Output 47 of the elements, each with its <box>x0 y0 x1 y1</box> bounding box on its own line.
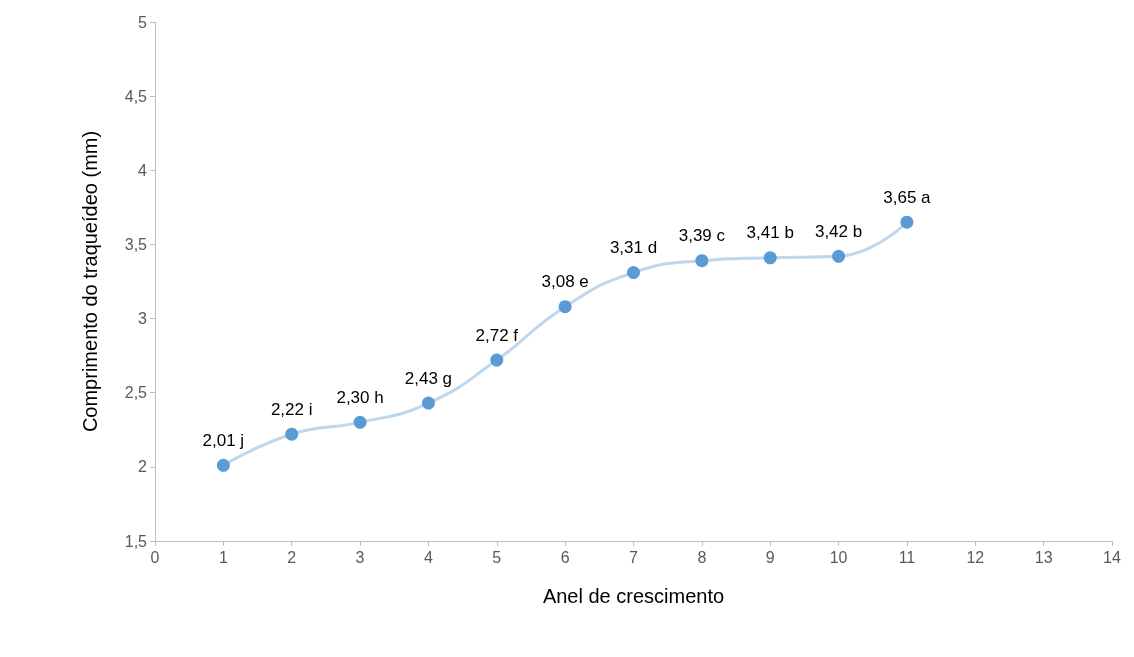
y-tick-label: 3 <box>138 310 148 328</box>
x-tick-label: 0 <box>150 548 160 566</box>
data-label: 3,39 c <box>678 226 726 246</box>
y-tick-label: 3,5 <box>124 235 148 253</box>
data-label: 2,43 g <box>404 368 453 388</box>
point <box>558 300 572 314</box>
y-tick-label: 1,5 <box>124 532 148 550</box>
data-label: 3,65 a <box>883 187 932 207</box>
x-tick-label: 12 <box>966 548 985 566</box>
data-label: 3,42 b <box>814 221 863 241</box>
point <box>216 458 230 472</box>
x-tick-label: 10 <box>829 548 848 566</box>
x-tick-label: 4 <box>423 548 433 566</box>
x-tick-label: 1 <box>218 548 228 566</box>
point <box>353 415 367 429</box>
x-axis-title: Anel de crescimento <box>542 585 725 607</box>
data-label: 3,31 d <box>609 238 658 258</box>
x-tick-label: 13 <box>1034 548 1053 566</box>
point <box>490 353 504 367</box>
data-label: 2,01 j <box>202 430 245 450</box>
point <box>285 427 299 441</box>
x-tick-label: 8 <box>697 548 707 566</box>
point <box>900 215 914 229</box>
x-tick-label: 2 <box>287 548 297 566</box>
y-tick-label: 4 <box>138 161 148 179</box>
x-tick-label: 6 <box>560 548 570 566</box>
x-tick-label: 7 <box>629 548 639 566</box>
data-label: 3,41 b <box>746 223 794 243</box>
x-tick-label: 5 <box>492 548 502 566</box>
y-tick-label: 4,5 <box>124 87 148 105</box>
y-tick-label: 2,5 <box>124 384 148 402</box>
y-tick-label: 2 <box>138 458 148 476</box>
y-tick-label: 5 <box>138 13 148 31</box>
x-tick-label: 9 <box>765 548 775 566</box>
point <box>627 266 640 280</box>
data-label: 2,30 h <box>336 387 384 407</box>
x-tick-label: 3 <box>355 548 365 566</box>
data-label: 2,72 f <box>475 325 519 345</box>
data-label: 3,08 e <box>541 272 589 292</box>
point <box>421 396 435 410</box>
point <box>763 251 777 265</box>
point <box>832 249 846 263</box>
x-tick-label: 14 <box>1103 548 1121 566</box>
point <box>695 254 709 268</box>
x-tick-label: 11 <box>898 548 916 566</box>
y-axis-title: Comprimento do traqueídeo (mm) <box>79 130 101 433</box>
data-label: 2,22 i <box>270 399 313 419</box>
